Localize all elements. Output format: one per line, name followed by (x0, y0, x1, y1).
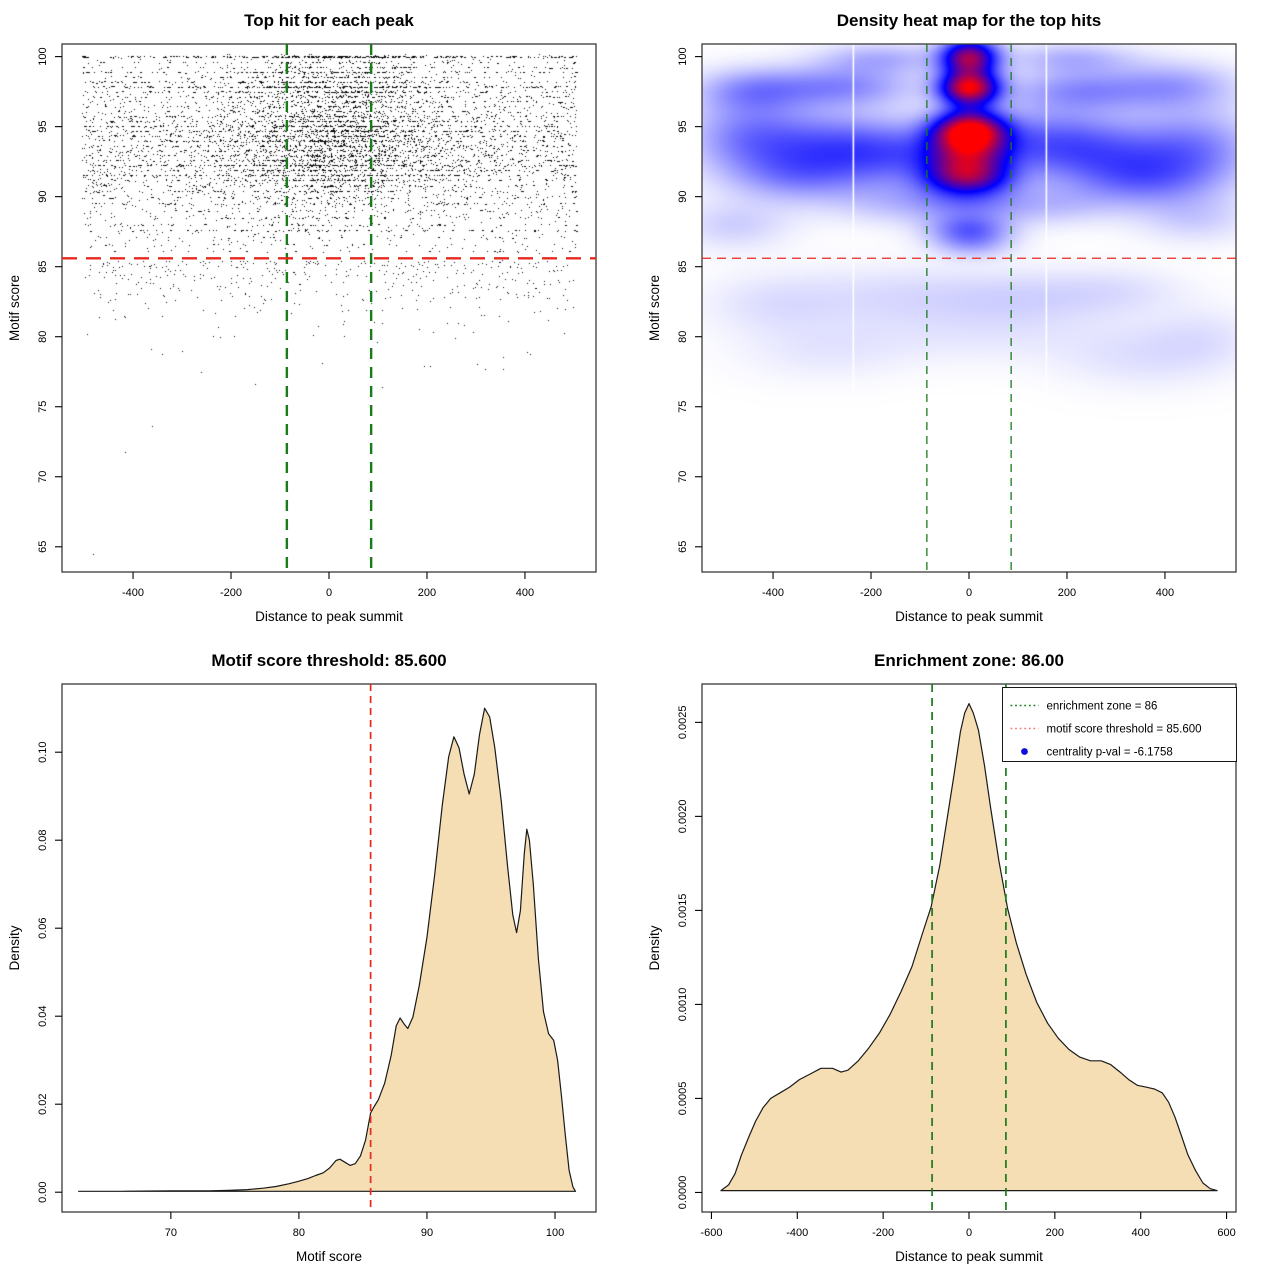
legend-item-label: motif score threshold = 85.600 (1047, 724, 1202, 736)
density-curve (720, 703, 1218, 1192)
y-tick-label: 0.0025 (677, 706, 689, 740)
x-tick-label: -400 (786, 1227, 808, 1239)
y-tick-label: 0.0020 (677, 800, 689, 834)
y-tick-label: 0.10 (37, 741, 49, 762)
y-axis: 65 70 75 80 85 90 95 100 Motif score (647, 47, 702, 553)
y-tick-label: 75 (37, 401, 49, 413)
legend-item-label: enrichment zone = 86 (1047, 701, 1158, 713)
y-axis-label: Motif score (7, 275, 22, 341)
x-tick-label: 0 (326, 587, 332, 599)
scatter-plot-area: -400 -200 0 200 400 Distance to peak summit 65… (0, 0, 640, 640)
y-axis-label: Motif score (647, 275, 662, 341)
y-tick-label: 95 (37, 121, 49, 133)
x-tick-label: -600 (700, 1227, 722, 1239)
y-tick-label: 0.0015 (677, 894, 689, 928)
x-tick-label: -400 (122, 587, 144, 599)
panel-enrichment-zone-density: Enrichment zone: 86.00 -600 -400 -200 0 200 4… (640, 640, 1280, 1280)
x-axis: -400 -200 0 200 400 Distance to peak summit (762, 572, 1174, 624)
y-tick-label: 70 (677, 471, 689, 483)
y-axis-label: Density (7, 925, 22, 970)
x-tick-label: 0 (966, 1227, 972, 1239)
y-tick-label: 90 (677, 191, 689, 203)
y-tick-label: 90 (37, 191, 49, 203)
y-tick-label: 65 (37, 541, 49, 553)
heatmap-axes-svg: -400 -200 0 200 400 Distance to peak summit 65… (647, 43, 1237, 624)
y-tick-label: 65 (677, 541, 689, 553)
plot-border (61, 683, 597, 1213)
x-tick-label: 80 (293, 1227, 305, 1239)
x-axis-label: Distance to peak summit (895, 1249, 1043, 1264)
x-axis-label: Motif score (296, 1249, 362, 1264)
x-axis-label: Distance to peak summit (895, 609, 1043, 624)
y-tick-label: 70 (37, 471, 49, 483)
y-tick-label: 80 (37, 331, 49, 343)
x-tick-label: -200 (220, 587, 242, 599)
y-axis: 65 70 75 80 85 90 95 100 Motif score (7, 47, 62, 553)
enrichment-density-svg: -600 -400 -200 0 200 400 600 Distance to peak s… (647, 683, 1237, 1264)
y-tick-label: 0.00 (37, 1181, 49, 1202)
y-axis: 0.0000 0.0005 0.0010 0.0015 0.0020 0.0025 Dens… (647, 706, 702, 1210)
x-axis: 70 80 90 100 Motif score (165, 1212, 564, 1264)
plot-border (61, 43, 597, 573)
x-tick-label: 90 (421, 1227, 433, 1239)
y-tick-label: 75 (677, 401, 689, 413)
heatmap-title: Density heat map for the top hits (836, 11, 1102, 30)
y-tick-label: 80 (677, 331, 689, 343)
panel-motif-score-density: Motif score threshold: 85.600 70 80 90 100 M… (0, 640, 640, 1280)
x-tick-label: 70 (165, 1227, 177, 1239)
scatter-axes-svg: -400 -200 0 200 400 Distance to peak summit 65… (7, 43, 597, 624)
y-axis-label: Density (647, 925, 662, 970)
y-tick-label: 0.0010 (677, 988, 689, 1022)
plot-border (701, 43, 1237, 573)
density-curve (78, 707, 577, 1192)
x-axis: -600 -400 -200 0 200 400 600 Distance to peak s… (700, 1212, 1236, 1264)
x-tick-label: 200 (418, 587, 436, 599)
x-axis-label: Distance to peak summit (255, 609, 403, 624)
y-axis: 0.00 0.02 0.04 0.06 0.08 0.10 Density (7, 741, 62, 1203)
enrichment-title: Enrichment zone: 86.00 (874, 651, 1064, 670)
x-tick-label: -200 (872, 1227, 894, 1239)
y-tick-label: 85 (677, 261, 689, 273)
heatmap-canvas (702, 44, 1236, 572)
y-tick-label: 0.02 (37, 1093, 49, 1114)
y-tick-label: 0.08 (37, 829, 49, 850)
x-tick-label: 400 (1156, 587, 1174, 599)
y-tick-label: 0.06 (37, 917, 49, 938)
y-tick-label: 85 (37, 261, 49, 273)
legend-item-label: centrality p-val = -6.1758 (1047, 747, 1173, 759)
x-tick-label: 400 (516, 587, 534, 599)
score-density-title: Motif score threshold: 85.600 (211, 651, 447, 670)
panel-density-heatmap: Density heat map for the top hits -400 -2… (640, 0, 1280, 640)
x-axis: -400 -200 0 200 400 Distance to peak summit (122, 572, 534, 624)
panel-top-hit-scatter: Top hit for each peak -400 -200 0 200 400 Dis… (0, 0, 640, 640)
y-tick-label: 95 (677, 121, 689, 133)
x-tick-label: 600 (1217, 1227, 1235, 1239)
y-tick-label: 0.04 (37, 1005, 49, 1026)
x-tick-label: 200 (1046, 1227, 1064, 1239)
scatter-points-canvas (62, 44, 596, 572)
score-density-plot-area: 70 80 90 100 Motif score 0.00 0.02 0.04 0.06 0.08… (0, 640, 640, 1280)
x-tick-label: 100 (546, 1227, 564, 1239)
legend: enrichment zone = 86 motif score threshol… (1002, 687, 1237, 762)
scatter-title: Top hit for each peak (244, 11, 414, 30)
y-tick-label: 0.0005 (677, 1082, 689, 1116)
x-tick-label: 0 (966, 587, 972, 599)
y-tick-label: 100 (37, 47, 49, 65)
x-tick-label: 400 (1132, 1227, 1150, 1239)
x-tick-label: -200 (860, 587, 882, 599)
x-tick-label: -400 (762, 587, 784, 599)
enrichment-plot-area: -600 -400 -200 0 200 400 600 Distance to peak s… (640, 640, 1280, 1280)
score-density-svg: 70 80 90 100 Motif score 0.00 0.02 0.04 0.06 0.08… (7, 683, 597, 1264)
y-tick-label: 0.0000 (677, 1176, 689, 1210)
heatmap-plot-area: -400 -200 0 200 400 Distance to peak summit 65… (640, 0, 1280, 640)
legend-marker-dot (1021, 748, 1028, 755)
y-tick-label: 100 (677, 47, 689, 65)
x-tick-label: 200 (1058, 587, 1076, 599)
